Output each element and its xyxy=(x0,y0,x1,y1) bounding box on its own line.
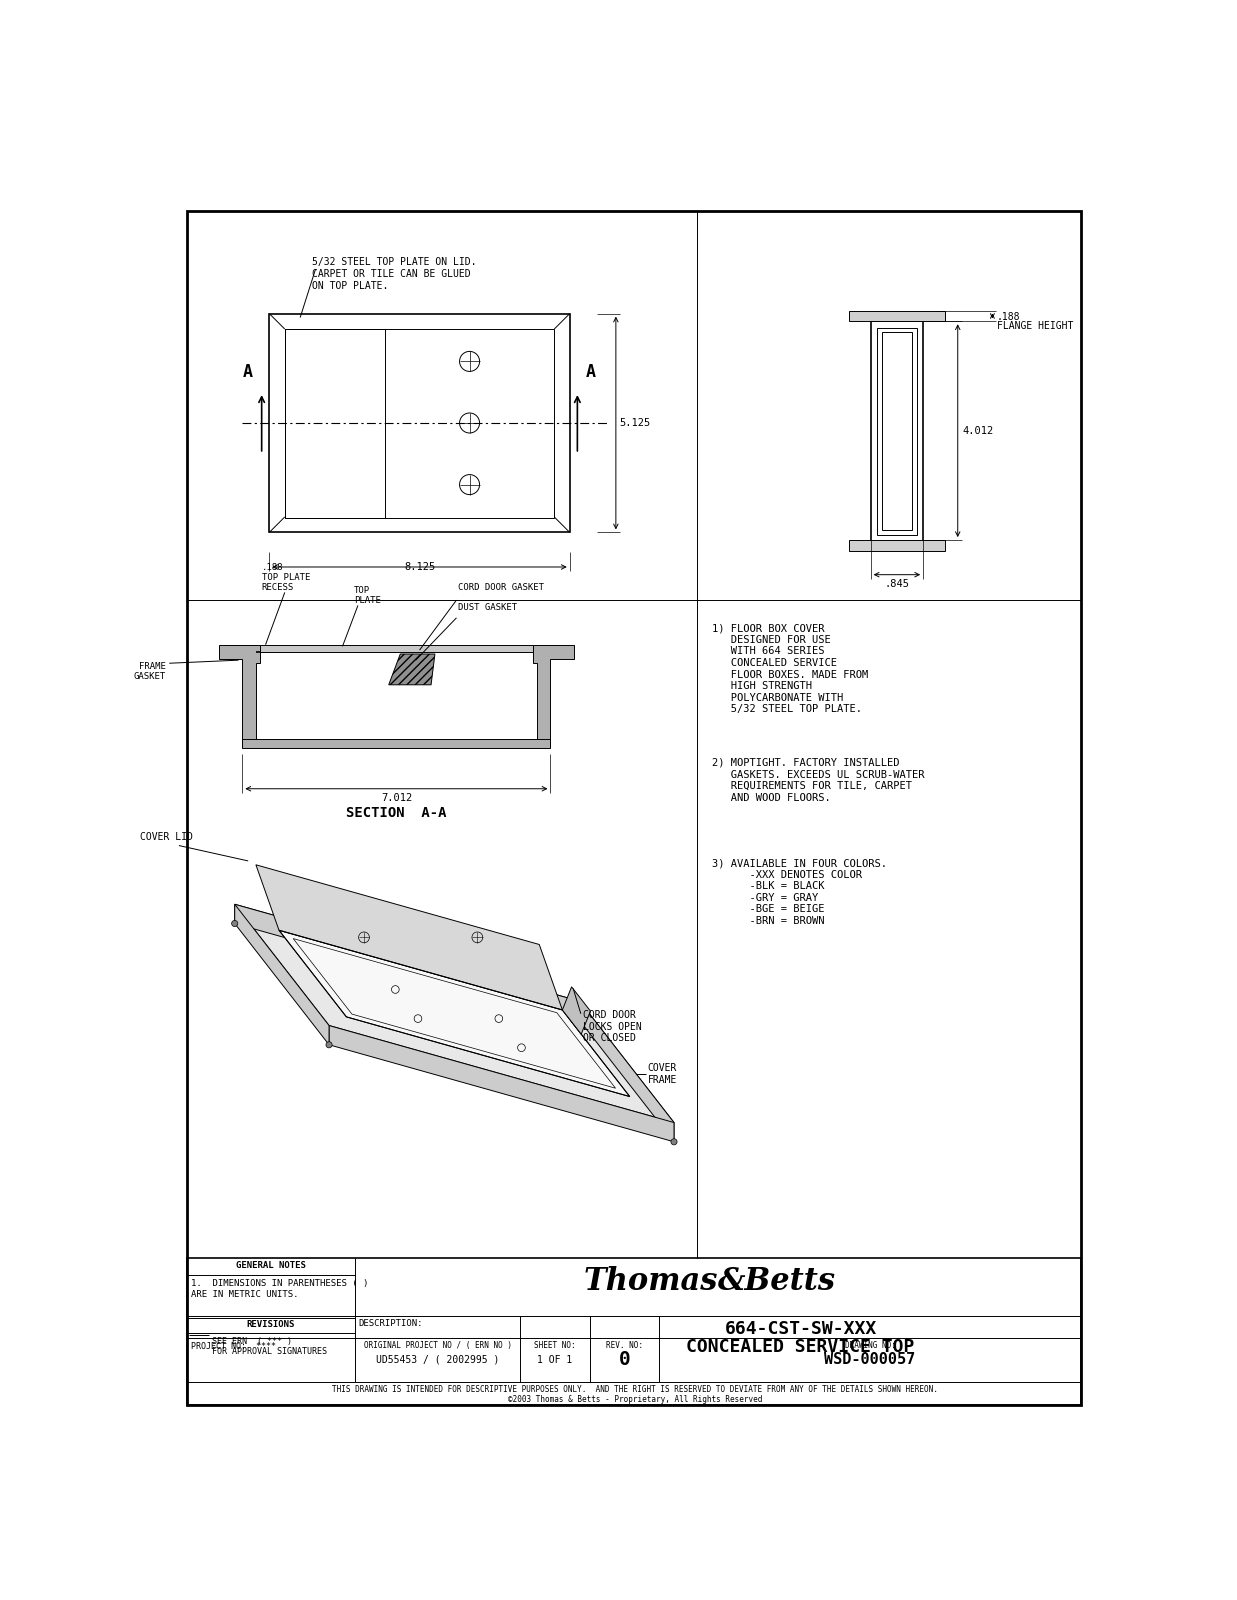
Text: CONCEALED SERVICE TOP: CONCEALED SERVICE TOP xyxy=(687,1338,915,1355)
Text: 4.012: 4.012 xyxy=(962,426,993,435)
Text: CORD DOOR GASKET: CORD DOOR GASKET xyxy=(458,584,544,592)
Text: &Betts: &Betts xyxy=(717,1266,836,1298)
Text: 664-CST-SW-XXX: 664-CST-SW-XXX xyxy=(725,1320,877,1338)
Text: 1) FLOOR BOX COVER
   DESIGNED FOR USE
   WITH 664 SERIES
   CONCEALED SERVICE
 : 1) FLOOR BOX COVER DESIGNED FOR USE WITH… xyxy=(713,624,868,714)
Polygon shape xyxy=(235,904,329,1045)
Text: 8.125: 8.125 xyxy=(404,562,435,571)
Polygon shape xyxy=(280,930,630,1096)
Text: GENERAL NOTES: GENERAL NOTES xyxy=(236,1261,306,1270)
Polygon shape xyxy=(563,987,590,1034)
Text: FLANGE HEIGHT: FLANGE HEIGHT xyxy=(997,320,1074,331)
Text: DUST GASKET: DUST GASKET xyxy=(458,603,517,611)
Polygon shape xyxy=(533,645,574,746)
Text: PROJECT NO:  ****: PROJECT NO: **** xyxy=(190,1342,276,1350)
Text: COVER
FRAME: COVER FRAME xyxy=(648,1064,677,1085)
Text: SECTION  A-A: SECTION A-A xyxy=(346,806,447,819)
Text: COVER LID: COVER LID xyxy=(140,832,193,842)
Text: CORD DOOR
LOCKS OPEN
OR CLOSED: CORD DOOR LOCKS OPEN OR CLOSED xyxy=(583,1010,642,1043)
Text: 5.125: 5.125 xyxy=(620,418,651,427)
Circle shape xyxy=(670,1139,677,1146)
Text: SHEET NO:: SHEET NO: xyxy=(534,1341,576,1350)
Circle shape xyxy=(231,920,238,926)
Text: .188
TOP PLATE
RECESS: .188 TOP PLATE RECESS xyxy=(262,563,310,592)
Bar xyxy=(882,333,913,530)
Text: DRAWING NO:: DRAWING NO: xyxy=(845,1341,896,1350)
Text: 3) AVAILABLE IN FOUR COLORS.
      -XXX DENOTES COLOR
      -BLK = BLACK
      -: 3) AVAILABLE IN FOUR COLORS. -XXX DENOTE… xyxy=(713,858,887,926)
Text: A: A xyxy=(586,363,596,381)
Text: A: A xyxy=(242,363,252,381)
Text: REVISIONS: REVISIONS xyxy=(246,1320,296,1330)
Polygon shape xyxy=(235,904,580,1021)
Polygon shape xyxy=(256,864,563,1010)
Text: .188: .188 xyxy=(997,312,1021,322)
Text: 5/32 STEEL TOP PLATE ON LID.
CARPET OR TILE CAN BE GLUED
ON TOP PLATE.: 5/32 STEEL TOP PLATE ON LID. CARPET OR T… xyxy=(312,258,476,291)
Text: 0: 0 xyxy=(618,1350,630,1370)
Text: .845: .845 xyxy=(884,579,909,589)
Text: THIS DRAWING IS INTENDED FOR DESCRIPTIVE PURPOSES ONLY.  AND THE RIGHT IS RESERV: THIS DRAWING IS INTENDED FOR DESCRIPTIVE… xyxy=(333,1386,938,1395)
Bar xyxy=(187,1259,1081,1405)
Text: WSD-000057: WSD-000057 xyxy=(824,1352,915,1368)
Text: DESCRIPTION:: DESCRIPTION: xyxy=(359,1320,423,1328)
Circle shape xyxy=(327,1042,332,1048)
Bar xyxy=(871,322,923,541)
Text: ORIGINAL PROJECT NO / ( ERN NO ): ORIGINAL PROJECT NO / ( ERN NO ) xyxy=(364,1341,512,1350)
Bar xyxy=(877,328,917,534)
Text: SEE ERN  ( *** )
FOR APPROVAL SIGNATURES: SEE ERN ( *** ) FOR APPROVAL SIGNATURES xyxy=(213,1338,328,1357)
Polygon shape xyxy=(219,645,260,746)
Bar xyxy=(285,330,385,518)
Bar xyxy=(849,310,945,322)
Circle shape xyxy=(576,1018,583,1024)
Text: 1.  DIMENSIONS IN PARENTHESES ( )
ARE IN METRIC UNITS.: 1. DIMENSIONS IN PARENTHESES ( ) ARE IN … xyxy=(190,1280,369,1299)
Text: FRAME
GASKET: FRAME GASKET xyxy=(134,662,166,682)
Text: ©2003 Thomas & Betts - Proprietary, All Rights Reserved: ©2003 Thomas & Betts - Proprietary, All … xyxy=(508,1395,762,1403)
Polygon shape xyxy=(329,1026,674,1142)
Text: Thomas: Thomas xyxy=(584,1266,717,1298)
Text: REV. NO:: REV. NO: xyxy=(606,1341,643,1350)
Polygon shape xyxy=(235,904,674,1123)
Polygon shape xyxy=(388,654,435,685)
Text: 1 OF 1: 1 OF 1 xyxy=(537,1355,573,1365)
Bar xyxy=(849,541,945,550)
Text: 7.012: 7.012 xyxy=(381,792,412,803)
Text: 2) MOPTIGHT. FACTORY INSTALLED
   GASKETS. EXCEEDS UL SCRUB-WATER
   REQUIREMENT: 2) MOPTIGHT. FACTORY INSTALLED GASKETS. … xyxy=(713,758,924,803)
Bar xyxy=(242,739,550,747)
Polygon shape xyxy=(580,1002,674,1142)
Bar xyxy=(285,330,554,518)
Text: TOP
PLATE: TOP PLATE xyxy=(354,586,381,605)
Text: UD55453 / ( 2002995 ): UD55453 / ( 2002995 ) xyxy=(376,1355,500,1365)
Bar xyxy=(260,645,533,653)
